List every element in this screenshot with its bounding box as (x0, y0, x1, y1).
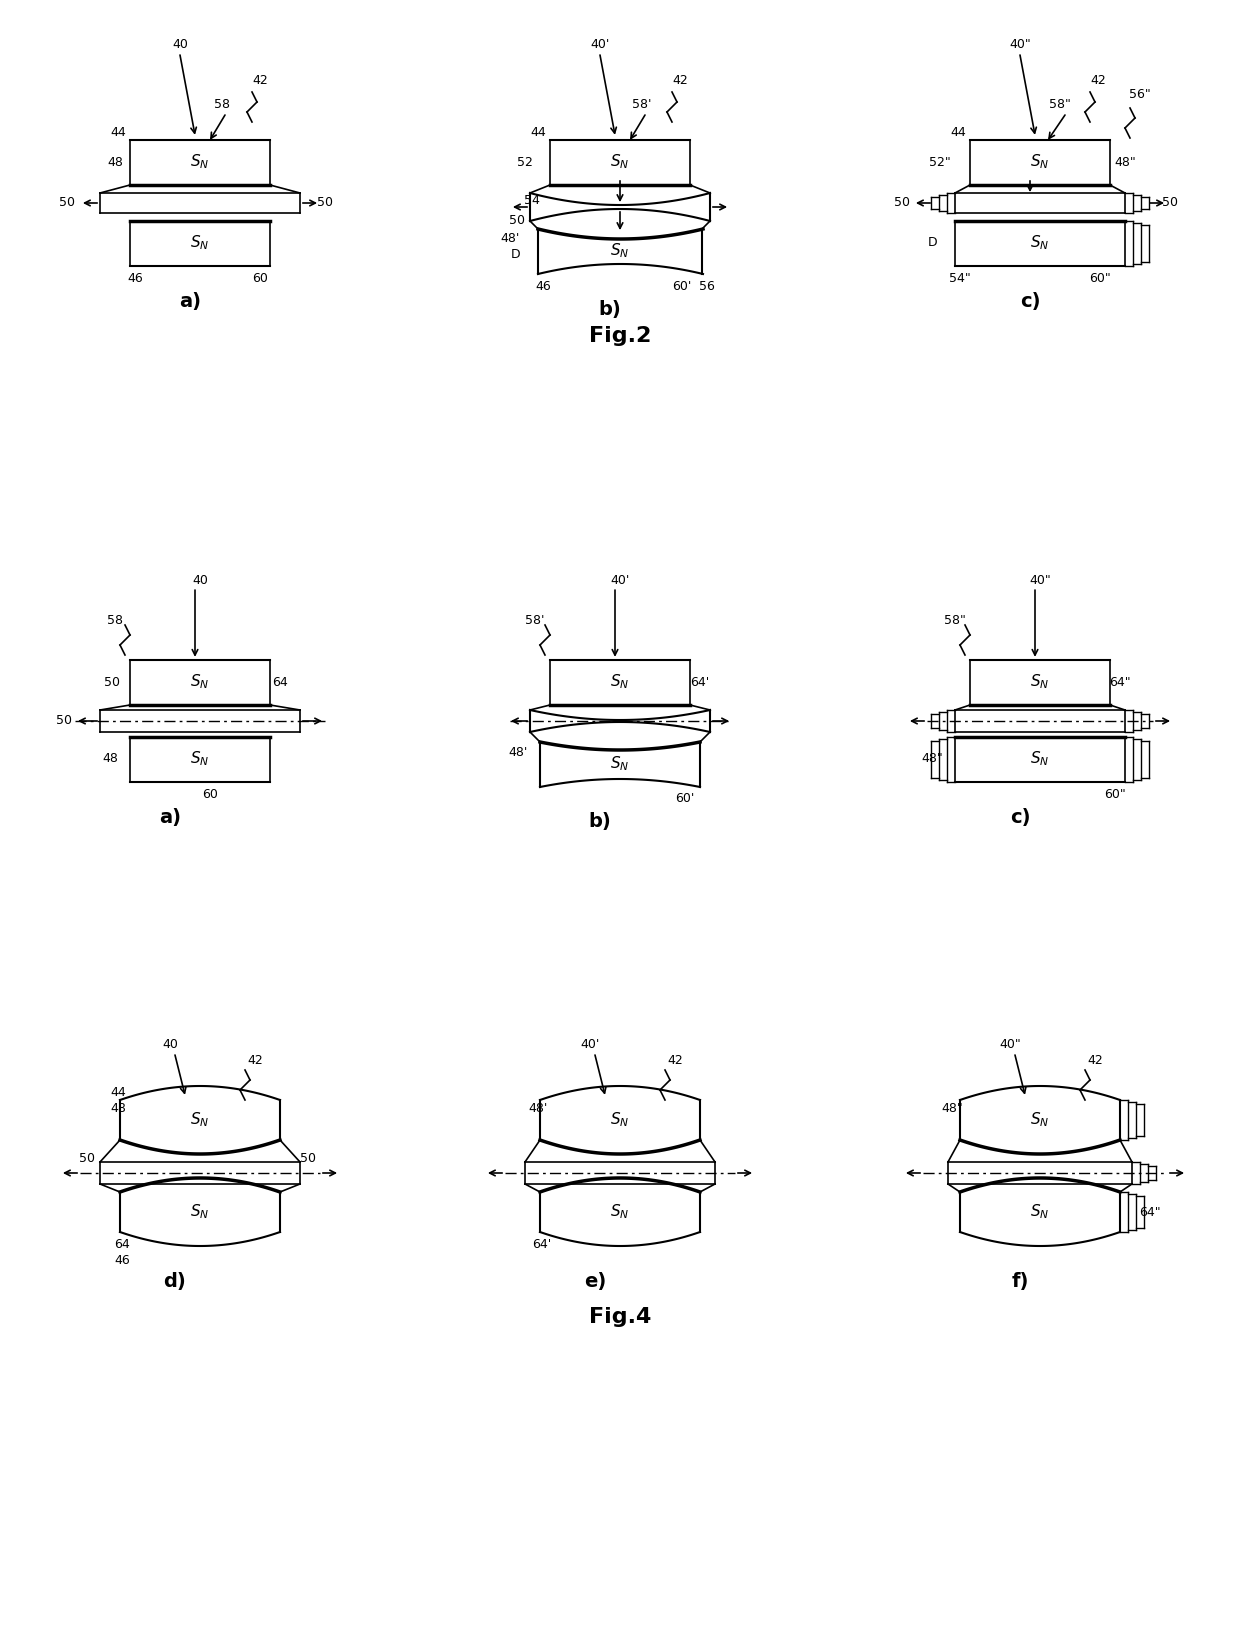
Text: 50: 50 (317, 196, 334, 209)
Text: 64": 64" (1110, 676, 1131, 689)
Text: c): c) (1009, 808, 1030, 826)
Text: 64: 64 (272, 676, 288, 689)
Text: a): a) (159, 808, 181, 826)
Text: 58: 58 (107, 614, 123, 627)
Text: f): f) (1012, 1273, 1029, 1291)
Text: 60": 60" (1089, 271, 1111, 284)
Text: 42: 42 (672, 73, 688, 86)
Text: 58": 58" (1049, 98, 1071, 111)
Text: 48": 48" (1114, 155, 1136, 168)
Text: 50: 50 (300, 1152, 316, 1165)
Text: $S_N$: $S_N$ (1030, 749, 1050, 769)
Text: 46: 46 (536, 279, 551, 292)
Text: 42: 42 (1087, 1054, 1102, 1066)
Text: $S_N$: $S_N$ (610, 153, 630, 171)
Text: 48": 48" (941, 1102, 963, 1115)
Text: 48: 48 (110, 1102, 126, 1115)
Text: $S_N$: $S_N$ (1030, 153, 1050, 171)
Text: 64: 64 (114, 1237, 130, 1250)
Text: b): b) (589, 813, 611, 831)
Text: 52": 52" (929, 155, 951, 168)
Text: 50: 50 (1162, 196, 1178, 209)
Text: 42: 42 (1090, 73, 1106, 86)
Text: 50: 50 (56, 715, 72, 728)
Text: $S_N$: $S_N$ (1030, 233, 1050, 253)
Text: 50: 50 (894, 196, 910, 209)
Text: 40: 40 (162, 1038, 177, 1051)
Text: 64': 64' (691, 676, 709, 689)
Text: 46: 46 (114, 1253, 130, 1266)
Text: 46: 46 (128, 271, 143, 284)
Text: 54: 54 (525, 194, 539, 207)
Text: 48: 48 (102, 752, 118, 765)
Text: 54": 54" (949, 271, 971, 284)
Text: $S_N$: $S_N$ (190, 749, 210, 769)
Text: $S_N$: $S_N$ (190, 1203, 210, 1221)
Text: 56": 56" (1130, 88, 1151, 101)
Text: 40: 40 (192, 573, 208, 586)
Text: 58: 58 (215, 98, 229, 111)
Text: $S_N$: $S_N$ (610, 1111, 630, 1129)
Text: 64': 64' (532, 1237, 552, 1250)
Text: 64": 64" (1140, 1206, 1161, 1219)
Text: e): e) (584, 1273, 606, 1291)
Text: $S_N$: $S_N$ (1030, 1111, 1050, 1129)
Text: 50: 50 (60, 196, 74, 209)
Text: $S_N$: $S_N$ (1030, 672, 1050, 692)
Text: 60: 60 (202, 788, 218, 801)
Text: $S_N$: $S_N$ (190, 1111, 210, 1129)
Text: 60': 60' (672, 279, 692, 292)
Text: $S_N$: $S_N$ (610, 754, 630, 774)
Text: a): a) (179, 292, 201, 310)
Text: b): b) (599, 300, 621, 318)
Text: 44: 44 (531, 126, 546, 139)
Text: $S_N$: $S_N$ (610, 242, 630, 261)
Text: 52: 52 (517, 155, 533, 168)
Text: 40": 40" (1009, 39, 1030, 52)
Text: 48: 48 (107, 155, 123, 168)
Text: $S_N$: $S_N$ (190, 233, 210, 253)
Text: c): c) (1019, 292, 1040, 310)
Text: D: D (511, 248, 520, 261)
Text: d): d) (164, 1273, 186, 1291)
Text: 58": 58" (944, 614, 966, 627)
Text: 44: 44 (110, 126, 126, 139)
Text: $S_N$: $S_N$ (1030, 1203, 1050, 1221)
Text: 48': 48' (501, 232, 520, 245)
Text: $S_N$: $S_N$ (610, 672, 630, 692)
Text: 50: 50 (508, 214, 525, 227)
Text: 58': 58' (526, 614, 544, 627)
Text: 40": 40" (999, 1038, 1021, 1051)
Text: 40': 40' (580, 1038, 600, 1051)
Text: 48': 48' (508, 746, 528, 759)
Text: $S_N$: $S_N$ (190, 672, 210, 692)
Text: 40: 40 (172, 39, 188, 52)
Text: 44: 44 (950, 126, 966, 139)
Text: 60': 60' (676, 793, 694, 806)
Text: $S_N$: $S_N$ (610, 1203, 630, 1221)
Text: Fig.4: Fig.4 (589, 1307, 651, 1327)
Text: 42: 42 (247, 1054, 263, 1066)
Text: 56: 56 (699, 279, 715, 292)
Text: 60": 60" (1104, 788, 1126, 801)
Text: 42: 42 (667, 1054, 683, 1066)
Text: 50: 50 (104, 676, 120, 689)
Text: 48": 48" (921, 752, 942, 765)
Text: 48': 48' (528, 1102, 548, 1115)
Text: 40': 40' (610, 573, 630, 586)
Text: 40': 40' (590, 39, 610, 52)
Text: $S_N$: $S_N$ (190, 153, 210, 171)
Text: 50: 50 (79, 1152, 95, 1165)
Text: 40": 40" (1029, 573, 1050, 586)
Text: 60: 60 (252, 271, 268, 284)
Text: 58': 58' (632, 98, 652, 111)
Text: Fig.2: Fig.2 (589, 326, 651, 346)
Text: 44: 44 (110, 1085, 126, 1098)
Text: D: D (928, 237, 937, 250)
Text: 42: 42 (252, 73, 268, 86)
